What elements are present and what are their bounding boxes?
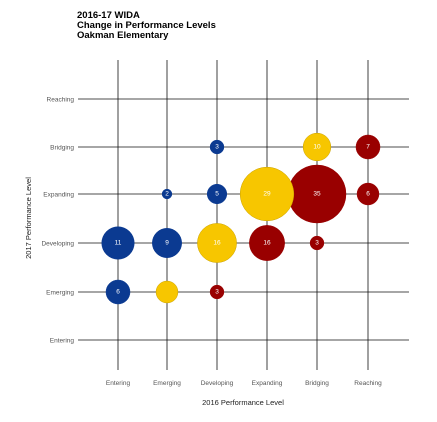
bubble-label-bridging-to-developing: 3	[315, 240, 319, 247]
bubble-emerging-to-developing	[152, 228, 182, 258]
x-tick-developing: Developing	[201, 380, 234, 387]
x-axis-label: 2016 Performance Level	[202, 398, 284, 407]
bubble-reaching-to-bridging	[355, 134, 381, 160]
bubble-entering-to-developing	[101, 226, 135, 260]
title-line-3: Oakman Elementary	[77, 30, 169, 41]
y-tick-emerging: Emerging	[46, 289, 74, 296]
title-line-1: 2016-17 WIDA	[77, 10, 140, 21]
bubble-expanding-to-expanding	[239, 166, 295, 222]
bubble-emerging-to-emerging	[155, 280, 179, 304]
bubble-label-developing-to-emerging: 3	[215, 289, 219, 296]
bubble-developing-to-expanding	[206, 183, 228, 205]
x-tick-reaching: Reaching	[354, 380, 382, 387]
bubble-label-reaching-to-bridging: 7	[366, 144, 370, 151]
bubble-label-bridging-to-expanding: 35	[313, 191, 321, 198]
bubble-entering-to-emerging	[105, 279, 131, 305]
bubble-bridging-to-developing	[309, 235, 325, 251]
grid-lines	[78, 60, 409, 370]
bubble-label-expanding-to-developing: 16	[263, 240, 271, 247]
bubble-label-developing-to-developing: 16	[213, 240, 221, 247]
bubble-label-reaching-to-expanding: 6	[366, 191, 370, 198]
bubble-label-emerging-to-expanding: 2	[165, 191, 169, 198]
bubble-reaching-to-expanding	[356, 182, 380, 206]
bubble-label-expanding-to-expanding: 29	[263, 191, 271, 198]
bubble-developing-to-bridging	[209, 139, 225, 155]
y-tick-expanding: Expanding	[43, 191, 74, 198]
bubble-label-emerging-to-developing: 9	[165, 240, 169, 247]
x-tick-entering: Entering	[106, 380, 131, 387]
bubble-label-bridging-to-bridging: 10	[313, 144, 321, 151]
y-axis-label: 2017 Performance Level	[24, 177, 33, 259]
x-tick-labels: Entering Emerging Developing Expanding Bridg…	[106, 380, 382, 387]
bubble-label-developing-to-bridging: 3	[215, 144, 219, 151]
y-tick-reaching: Reaching	[47, 96, 75, 103]
title-line-2: Change in Performance Levels	[77, 20, 216, 31]
bubble-developing-to-developing	[197, 223, 237, 263]
bubble-developing-to-emerging	[209, 284, 225, 300]
y-tick-developing: Developing	[41, 240, 74, 247]
bubble-label-entering-to-emerging: 6	[116, 289, 120, 296]
bubble-expanding-to-developing	[249, 225, 285, 261]
y-tick-labels: Entering Emerging Developing Expanding Bridg…	[41, 96, 74, 344]
bubble-emerging-to-expanding	[161, 188, 173, 200]
x-tick-emerging: Emerging	[153, 380, 181, 387]
y-tick-bridging: Bridging	[50, 144, 74, 151]
x-tick-expanding: Expanding	[252, 380, 283, 387]
chart-title: 2016-17 WIDA Change in Performance Level…	[77, 10, 216, 41]
bubble-bridging-to-bridging	[302, 132, 332, 162]
bubbles: 35 29 16 16 11 9 10 6 7 6 5 3 3 3 2	[101, 132, 381, 305]
bubble-label-developing-to-expanding: 5	[215, 191, 219, 198]
x-tick-bridging: Bridging	[305, 380, 329, 387]
y-tick-entering: Entering	[50, 337, 75, 344]
bubble-label-entering-to-developing: 11	[115, 240, 122, 247]
